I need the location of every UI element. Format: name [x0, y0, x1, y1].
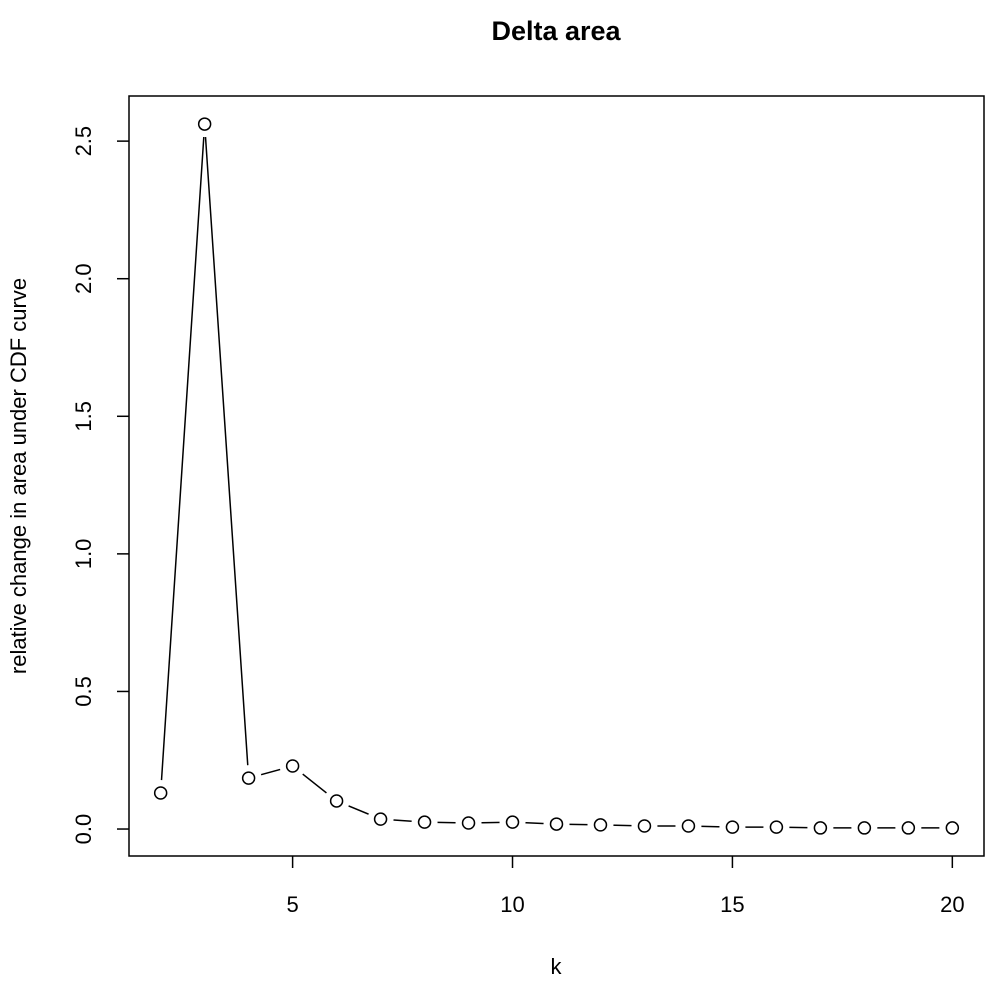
data-point: [505, 815, 520, 829]
y-tick-label: 0.0: [71, 814, 96, 845]
data-point: [637, 819, 652, 833]
data-point: [681, 819, 696, 833]
data-point: [593, 818, 608, 832]
data-point: [549, 817, 564, 831]
data-point: [901, 821, 916, 835]
y-tick-label: 0.5: [71, 676, 96, 707]
chart-title: Delta area: [491, 16, 621, 46]
data-point: [945, 821, 960, 835]
data-point: [769, 820, 784, 834]
x-tick-label: 20: [940, 892, 964, 917]
data-point: [813, 821, 828, 835]
x-tick-label: 10: [500, 892, 524, 917]
y-tick-label: 1.5: [71, 401, 96, 432]
data-point: [417, 815, 432, 829]
y-tick-label: 2.0: [71, 263, 96, 294]
plot-box: [128, 95, 985, 857]
x-tick-label: 5: [286, 892, 298, 917]
series-line: [159, 124, 953, 829]
data-point: [197, 117, 212, 131]
data-point: [373, 812, 388, 826]
data-point: [461, 816, 476, 830]
x-axis-label: k: [551, 954, 563, 979]
y-tick-label: 2.5: [71, 126, 96, 157]
x-tick-label: 15: [720, 892, 744, 917]
data-point: [241, 771, 256, 785]
y-tick-label: 1.0: [71, 539, 96, 570]
data-point: [857, 821, 872, 835]
data-point: [725, 820, 740, 834]
data-point: [153, 786, 168, 800]
data-point: [285, 759, 300, 773]
data-point: [329, 794, 344, 808]
y-axis-label: relative change in area under CDF curve: [6, 278, 31, 674]
